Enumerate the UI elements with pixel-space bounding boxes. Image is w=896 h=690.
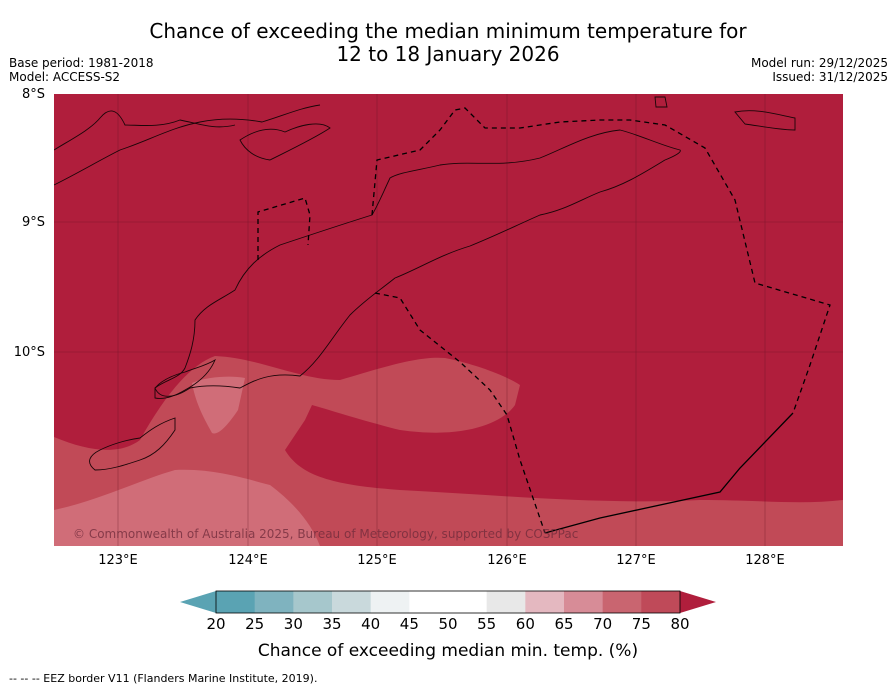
colorbar-cell: [409, 591, 449, 613]
probability-field: [54, 94, 843, 546]
colorbar-tick: 55: [477, 615, 497, 633]
colorbar-label: Chance of exceeding median min. temp. (%…: [257, 641, 639, 661]
coastlines: [54, 96, 796, 471]
colorbar-under-arrow: [180, 591, 216, 613]
eez-borders: [257, 107, 831, 534]
colorbar-tick: 50: [438, 615, 458, 633]
colorbar-tick: 25: [245, 615, 265, 633]
map-title: Chance of exceeding the median minimum t…: [0, 20, 896, 66]
colorbar-tick: 45: [399, 615, 419, 633]
lat-label-9s: 9°S: [21, 215, 45, 230]
copyright-notice: © Commonwealth of Australia 2025, Bureau…: [73, 527, 579, 541]
lon-label-127e: 127°E: [616, 553, 656, 568]
colorbar-cell: [293, 591, 333, 613]
lat-label-10s: 10°S: [13, 345, 45, 360]
colorbar-tick: 70: [593, 615, 613, 633]
colorbar-outline: [215, 590, 681, 614]
colorbar-over-arrow: [680, 591, 716, 613]
grid-lines: [54, 94, 843, 546]
eez-footnote: -- -- -- EEZ border V11 (Flanders Marine…: [9, 672, 318, 685]
colorbar-cell: [602, 591, 642, 613]
colorbar-tick: 75: [631, 615, 651, 633]
model-run: Model run: 29/12/2025: [750, 56, 888, 70]
colorbar-cell: [216, 591, 256, 613]
base-period: Base period: 1981-2018: [9, 56, 154, 70]
colorbar-tick: 30: [283, 615, 303, 633]
title-line-1: Chance of exceeding the median minimum t…: [149, 19, 747, 43]
colorbar: [180, 590, 716, 614]
model-name: Model: ACCESS-S2: [9, 70, 121, 84]
base-info: Base period: 1981-2018 Model: ACCESS-S2: [9, 56, 154, 84]
colorbar-cell: [564, 591, 604, 613]
lon-label-124e: 124°E: [228, 553, 268, 568]
title-line-2: 12 to 18 January 2026: [336, 42, 560, 66]
lon-label-125e: 125°E: [357, 553, 397, 568]
colorbar-cell: [254, 591, 294, 613]
lon-label-128e: 128°E: [745, 553, 785, 568]
colorbar-cell: [641, 591, 681, 613]
zone-low: [54, 469, 320, 546]
colorbar-cell: [448, 591, 488, 613]
colorbar-tick: 20: [206, 615, 226, 633]
zone-low-inner: [192, 376, 245, 434]
colorbar-cell: [486, 591, 526, 613]
colorbar-tick: 80: [670, 615, 690, 633]
colorbar-cell: [332, 591, 372, 613]
colorbar-tick: 65: [554, 615, 574, 633]
lat-label-8s: 8°S: [21, 87, 45, 102]
colorbar-tick: 40: [361, 615, 381, 633]
lon-label-123e: 123°E: [98, 553, 138, 568]
colorbar-tick: 60: [515, 615, 535, 633]
colorbar-cell: [525, 591, 565, 613]
run-info: Model run: 29/12/2025 Issued: 31/12/2025: [751, 56, 888, 84]
maritime-boundary: [544, 412, 794, 534]
colorbar-cell: [370, 591, 410, 613]
issued-date: Issued: 31/12/2025: [772, 70, 888, 84]
colorbar-tick: 35: [322, 615, 342, 633]
lon-label-126e: 126°E: [487, 553, 527, 568]
